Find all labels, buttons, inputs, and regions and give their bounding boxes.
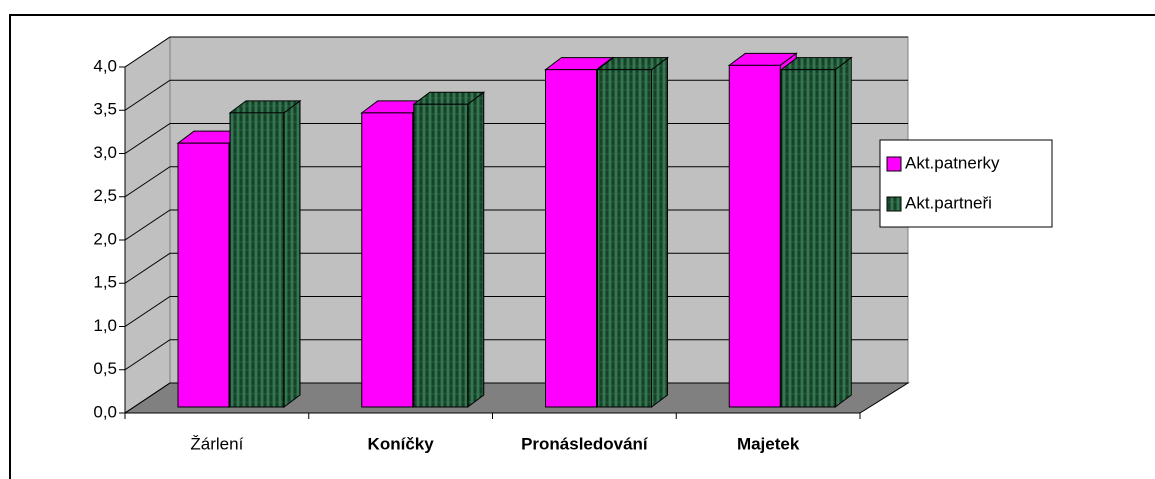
bar-front [545, 69, 597, 408]
bar-side [651, 56, 668, 408]
y-tick-label: 3,5 [93, 100, 117, 119]
y-tick-label: 1,5 [93, 273, 117, 292]
bar-front [361, 112, 414, 408]
bar-front [177, 142, 230, 408]
bar [228, 99, 302, 408]
bar-front [780, 69, 836, 408]
bar [779, 56, 853, 408]
x-tick-label: Majetek [737, 434, 800, 453]
legend-label: Akt.patnerky [905, 153, 1000, 172]
legend-box [879, 139, 1053, 228]
bar-front [413, 103, 469, 408]
y-tick-label: 3,0 [93, 143, 117, 162]
bar [596, 56, 669, 408]
x-tick-label: Žárlení [190, 434, 243, 453]
bar-front [229, 112, 285, 408]
y-tick-label: 2,5 [93, 186, 117, 205]
chart-border [9, 14, 1155, 479]
bar-front [728, 64, 781, 408]
y-tick-label: 2,0 [93, 229, 117, 248]
y-tick-label: 0,5 [93, 359, 117, 378]
bar-side [834, 56, 852, 408]
bar-front [597, 69, 652, 408]
y-tick-label: 1,0 [93, 316, 117, 335]
x-tick-label: Koníčky [368, 434, 435, 453]
plot-area: 0,0 0,5 1,0 1,5 2,0 2,5 3,0 3,5 4,0 Žárlení Koníčk… [93, 36, 910, 453]
bar-side [283, 99, 301, 408]
x-tick-label: Pronásledování [521, 434, 649, 453]
bar [412, 91, 486, 408]
grid-line [124, 36, 908, 68]
bar-side [467, 91, 485, 408]
legend-label: Akt.partneři [905, 193, 992, 212]
legend-swatch [886, 156, 902, 172]
y-tick-label: 4,0 [93, 56, 117, 75]
y-tick-label: 0,0 [93, 402, 117, 421]
legend-swatch [886, 196, 902, 212]
